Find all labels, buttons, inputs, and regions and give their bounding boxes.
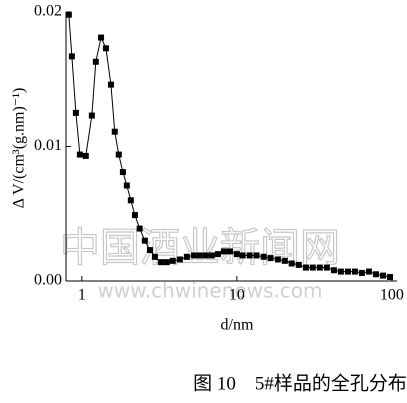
data-point [88, 112, 95, 119]
data-point [131, 212, 138, 219]
caption: 图 10 5#样品的全孔分布 [193, 372, 407, 394]
data-point [202, 252, 209, 259]
x-tick-label: 10 [229, 287, 245, 304]
data-point [358, 269, 365, 276]
data-point [337, 268, 344, 275]
data-point [151, 253, 158, 260]
data-point [107, 81, 114, 88]
data-point [183, 253, 190, 260]
data-point [253, 252, 260, 259]
data-point [330, 267, 337, 274]
data-point [127, 197, 134, 204]
data-point [115, 151, 122, 158]
data-point [344, 268, 351, 275]
data-point [379, 272, 386, 279]
data-point [316, 264, 323, 271]
data-point [141, 237, 148, 244]
data-point [65, 11, 72, 18]
data-point [295, 261, 302, 268]
data-point [214, 251, 221, 258]
y-axis-label: Δ V/(cm³(g.nm)⁻¹) [11, 88, 28, 209]
data-point [323, 264, 330, 271]
watermark-url: www.chwinenews.com [98, 279, 323, 303]
data-point [372, 271, 379, 278]
data-point [82, 152, 89, 159]
data-point [274, 256, 281, 263]
x-axis-label: d/nm [221, 317, 254, 334]
data-point [123, 182, 130, 189]
data-point [281, 257, 288, 264]
data-point [302, 264, 309, 271]
data-point [176, 256, 183, 263]
data-point [68, 53, 75, 60]
y-tick-label: 0.01 [34, 137, 62, 154]
data-point [76, 151, 83, 158]
data-point [208, 252, 215, 259]
data-point [309, 264, 316, 271]
data-point [98, 34, 105, 41]
data-point [102, 45, 109, 52]
data-point [136, 225, 143, 232]
data-point [163, 259, 170, 266]
data-point [72, 109, 79, 116]
data-point [260, 253, 267, 260]
data-point [169, 257, 176, 264]
data-point [226, 248, 233, 255]
data-point [111, 128, 118, 135]
data-point [196, 252, 203, 259]
data-point [190, 252, 197, 259]
data-point [246, 252, 253, 259]
data-point [220, 248, 227, 255]
data-point [157, 259, 164, 266]
data-point [351, 268, 358, 275]
data-point [267, 255, 274, 262]
y-tick-label: 0.00 [34, 272, 62, 289]
data-point [92, 58, 99, 65]
data-point [386, 273, 393, 280]
x-tick-label: 1 [78, 287, 86, 304]
data-point [239, 252, 246, 259]
x-tick-label: 100 [380, 287, 404, 304]
data-point [288, 260, 295, 267]
data-point [119, 169, 126, 176]
data-point [233, 251, 240, 258]
data-point [146, 247, 153, 254]
data-point [365, 268, 372, 275]
y-tick-label: 0.02 [34, 3, 62, 20]
